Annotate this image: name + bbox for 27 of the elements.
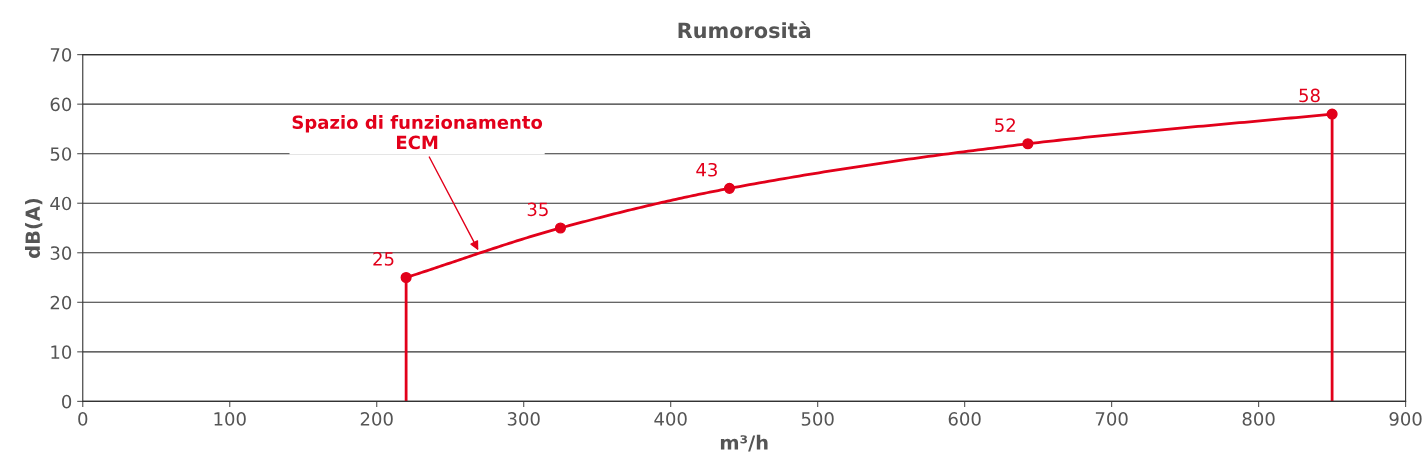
y-tick-label: 40 (50, 196, 72, 211)
data-label: 58 (1299, 88, 1320, 103)
y-tick-label: 20 (50, 295, 72, 310)
x-tick-label: 700 (1095, 412, 1128, 426)
y-tick-label: 0 (62, 394, 72, 409)
y-tick-label: 60 (50, 97, 72, 112)
x-tick-label: 400 (654, 412, 687, 426)
data-label: 43 (696, 162, 717, 177)
x-tick-label: 500 (801, 412, 834, 426)
x-tick-label: 800 (1242, 412, 1275, 426)
x-axis-title: m³/h (720, 434, 768, 452)
y-tick-label: 30 (50, 246, 72, 260)
x-tick-label: 0 (78, 412, 88, 426)
x-tick-label: 200 (360, 412, 393, 426)
y-tick-label: 70 (50, 48, 72, 62)
x-tick-label: 600 (948, 412, 981, 426)
x-tick-label: 900 (1389, 412, 1422, 426)
data-label: 52 (995, 118, 1015, 132)
x-tick-label: 300 (507, 412, 540, 426)
chart-title: Rumorosità (678, 21, 811, 39)
annotation: Spazio di funzionamento ECM (292, 115, 543, 150)
y-tick-label: 50 (50, 147, 72, 161)
data-label: 25 (373, 252, 394, 266)
x-tick-label: 100 (214, 412, 246, 426)
data-label: 35 (527, 202, 548, 217)
y-tick-label: 10 (51, 345, 72, 359)
y-axis-title: dB(A) (25, 198, 43, 258)
